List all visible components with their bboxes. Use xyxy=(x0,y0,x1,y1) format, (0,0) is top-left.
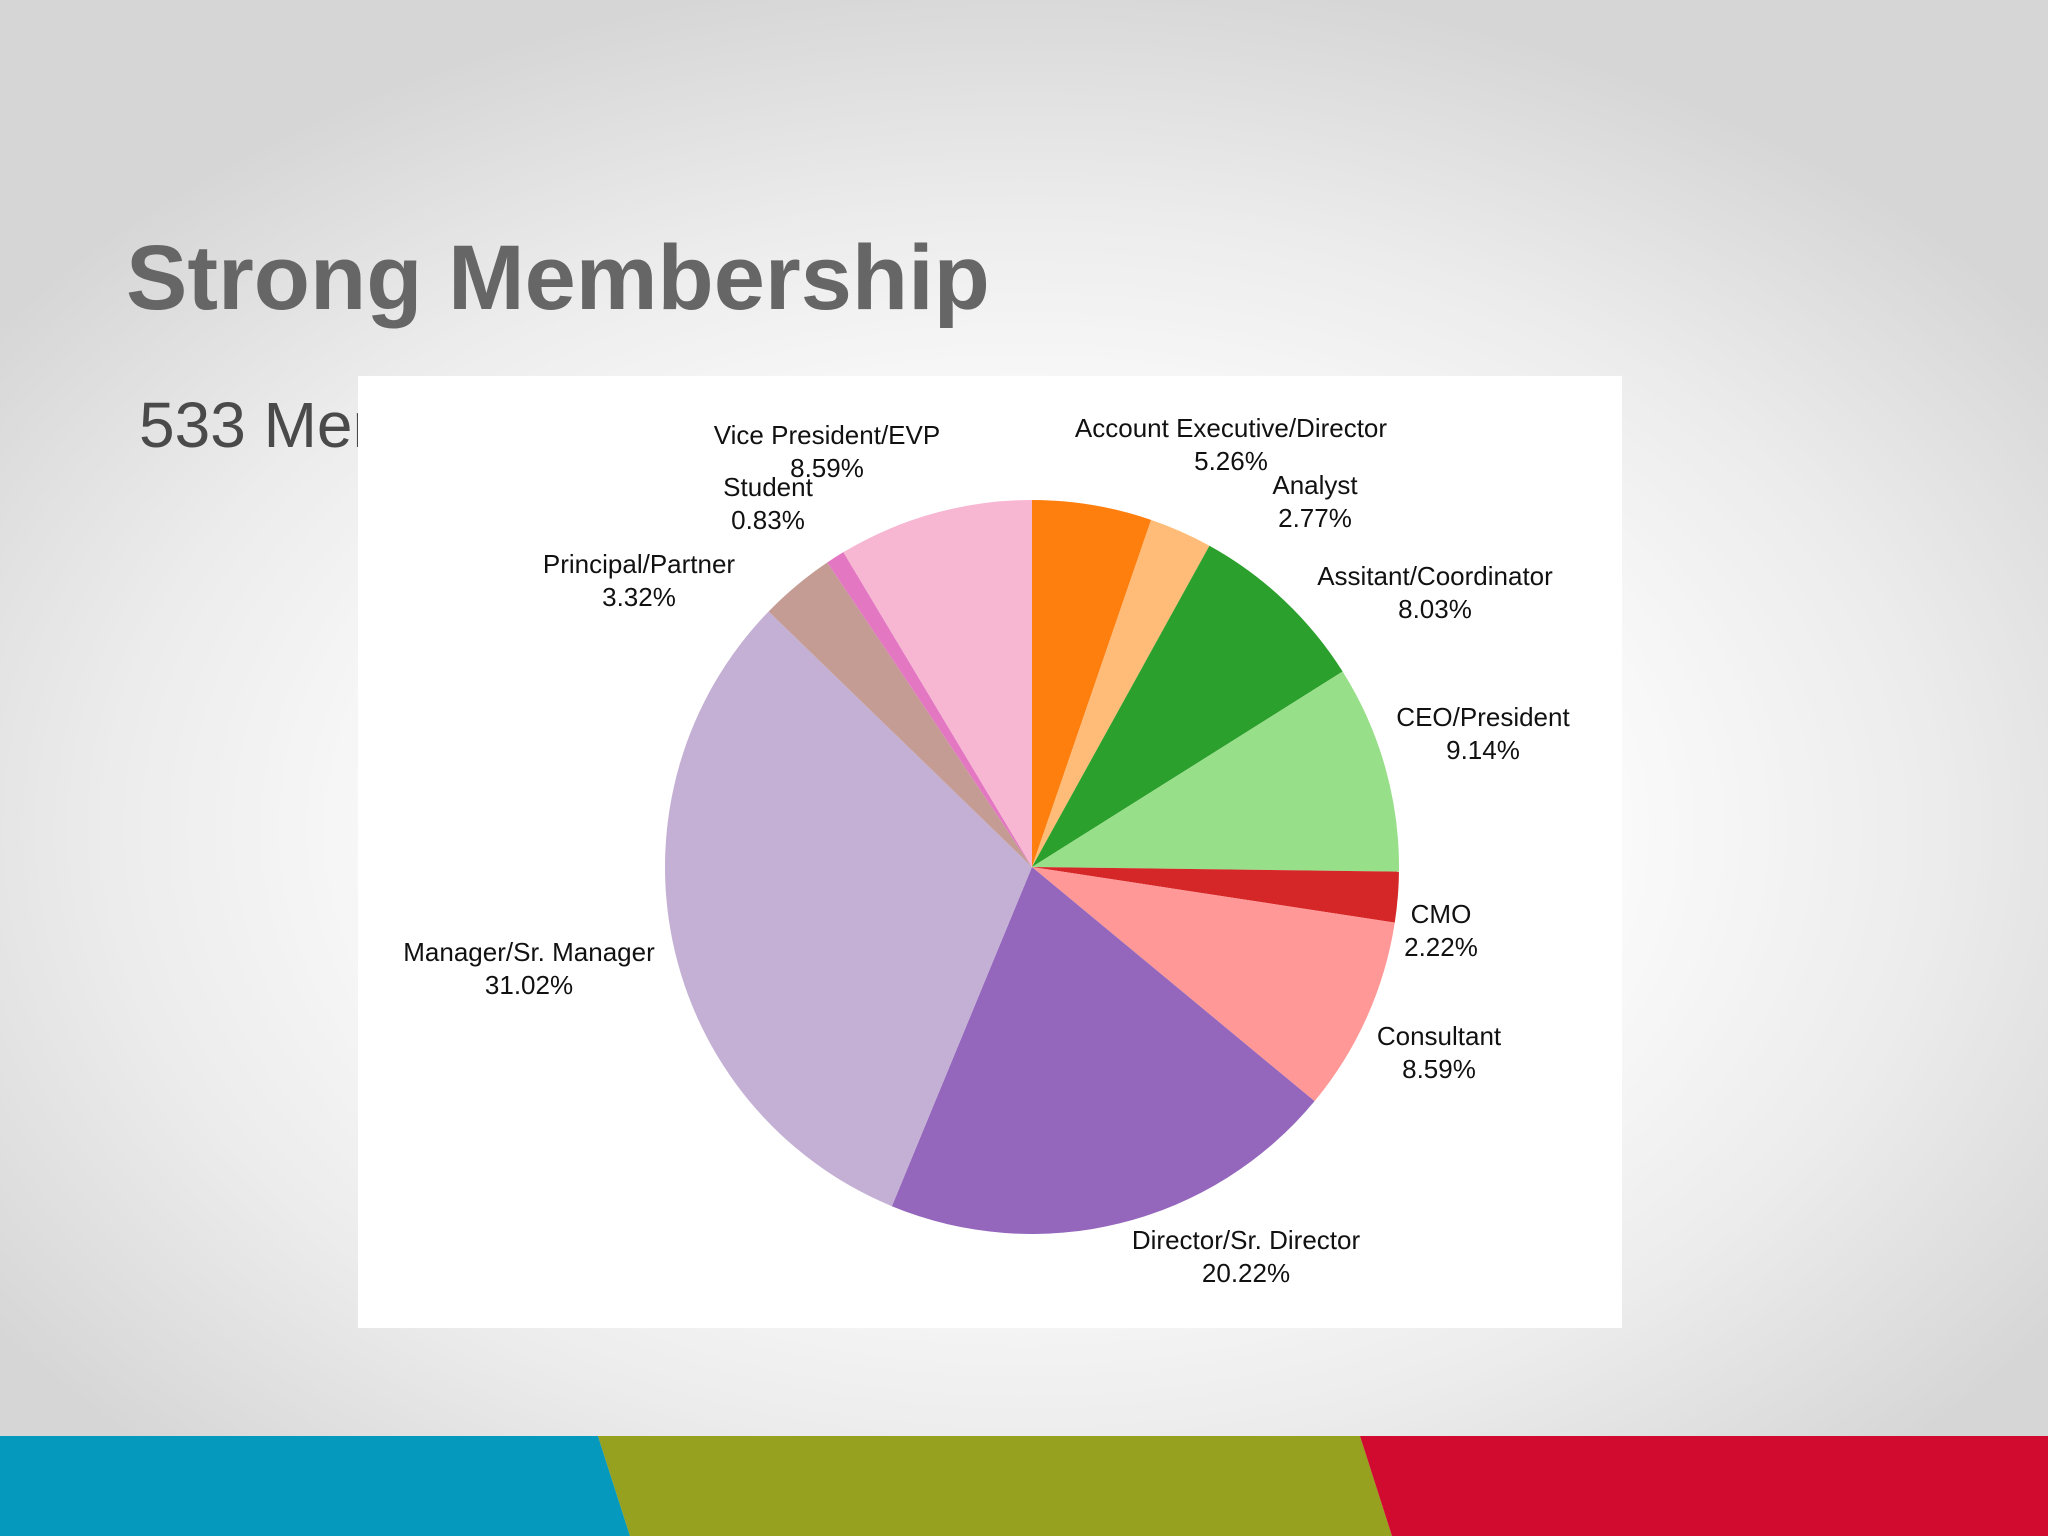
slice-label-assitant-coordinator: Assitant/Coordinator xyxy=(1317,561,1553,591)
slice-value-vice-president-evp: 8.59% xyxy=(790,453,864,483)
slice-value-consultant: 8.59% xyxy=(1402,1054,1476,1084)
pie-slice-account-executive-director xyxy=(1032,500,1152,867)
pie-chart: Account Executive/Director5.26%Analyst2.… xyxy=(403,413,1570,1288)
slice-label-director-sr-director: Director/Sr. Director xyxy=(1132,1225,1361,1255)
slice-label-consultant: Consultant xyxy=(1377,1021,1502,1051)
slice-value-principal-partner: 3.32% xyxy=(602,582,676,612)
pie-slice-manager-sr-manager xyxy=(665,611,1032,1207)
pie-slice-student xyxy=(827,552,1032,867)
pie-slice-cmo xyxy=(1032,867,1399,923)
pie-slice-analyst xyxy=(1032,519,1210,867)
pie-slice-director-sr-director xyxy=(891,867,1315,1235)
slice-label-account-executive-director: Account Executive/Director xyxy=(1075,413,1387,443)
slice-value-analyst: 2.77% xyxy=(1278,503,1352,533)
pie-slice-vice-president-evp xyxy=(843,500,1032,867)
pie-slice-ceo-president xyxy=(1032,671,1399,872)
slice-label-analyst: Analyst xyxy=(1272,470,1358,500)
footer-color-band xyxy=(0,1436,2048,1536)
slice-value-student: 0.83% xyxy=(731,505,805,535)
slice-label-ceo-president: CEO/President xyxy=(1396,702,1570,732)
pie-slice-principal-partner xyxy=(768,562,1032,867)
chart-panel: Account Executive/Director 5.26% Analyst 2.… xyxy=(358,376,1622,1328)
pie-slices xyxy=(665,500,1399,1235)
slide-title: Strong Membership xyxy=(126,227,990,329)
footer-band-red xyxy=(1360,1436,2048,1536)
slice-value-assitant-coordinator: 8.03% xyxy=(1398,594,1472,624)
footer-band-blue xyxy=(0,1436,630,1536)
slice-value-account-executive-director: 5.26% xyxy=(1194,446,1268,476)
slice-label-cmo: CMO xyxy=(1411,899,1472,929)
slice-label-vice-president-evp: Vice President/EVP xyxy=(714,420,940,450)
pie-labels: Account Executive/Director5.26%Analyst2.… xyxy=(403,413,1570,1288)
pie-slice-consultant xyxy=(1032,867,1395,1102)
slice-value-ceo-president: 9.14% xyxy=(1446,735,1520,765)
footer-band-olive xyxy=(598,1436,1392,1536)
slice-label-student: Student xyxy=(723,472,813,502)
pie-slice-assitant-coordinator xyxy=(1032,545,1343,867)
slice-value-manager-sr-manager: 31.02% xyxy=(485,970,573,1000)
slice-value-cmo: 2.22% xyxy=(1404,932,1478,962)
slice-label-principal-partner: Principal/Partner xyxy=(543,549,736,579)
slice-label-manager-sr-manager: Manager/Sr. Manager xyxy=(403,937,655,967)
slice-value-director-sr-director: 20.22% xyxy=(1202,1258,1290,1288)
